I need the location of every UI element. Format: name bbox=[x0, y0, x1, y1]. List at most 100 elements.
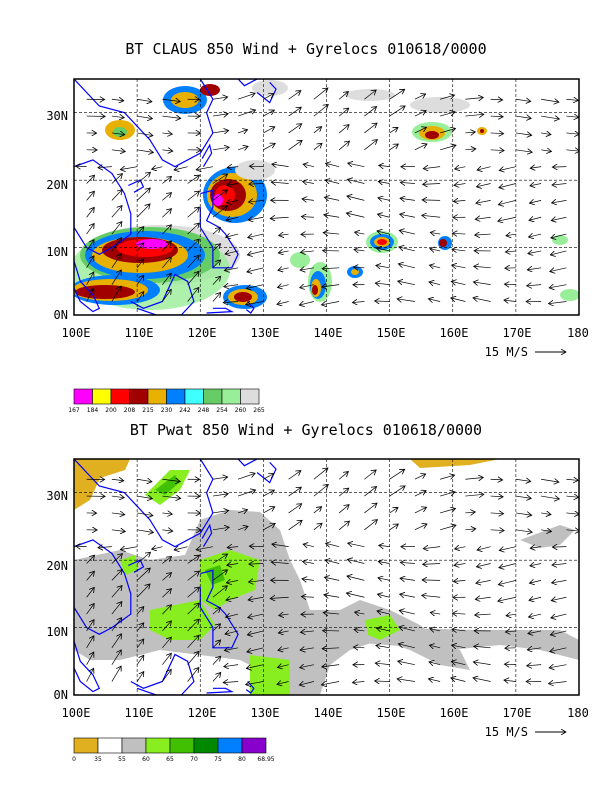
wind-vector bbox=[187, 239, 200, 252]
wind-vector bbox=[76, 166, 87, 167]
wind-vector bbox=[86, 223, 95, 235]
colorbar-tick-label: 75 bbox=[214, 756, 222, 763]
wind-vector bbox=[187, 287, 199, 302]
wind-vector bbox=[120, 167, 138, 170]
wind-vector bbox=[541, 99, 559, 102]
wind-vector bbox=[272, 544, 289, 547]
wind-vector bbox=[278, 631, 289, 633]
wind-vector bbox=[428, 679, 441, 682]
wind-vector bbox=[355, 232, 365, 234]
wind-vector bbox=[162, 289, 171, 302]
wind-vector bbox=[389, 106, 405, 117]
wind-vector bbox=[212, 672, 221, 682]
colorbar-tick-label: 184 bbox=[87, 407, 99, 414]
wind-vector bbox=[506, 614, 516, 616]
wind-vector bbox=[452, 233, 466, 234]
wind-vector bbox=[550, 250, 567, 255]
wind-vector bbox=[288, 107, 302, 117]
coastline bbox=[130, 653, 195, 695]
wind-vector bbox=[248, 234, 264, 237]
panel1-scale-label: 15 M/S bbox=[485, 345, 528, 359]
wind-vector bbox=[278, 648, 289, 651]
wind-vector bbox=[515, 479, 531, 481]
wind-vector bbox=[379, 545, 390, 546]
wind-vector bbox=[238, 146, 248, 149]
wind-vector bbox=[111, 116, 124, 118]
wind-vector bbox=[111, 570, 122, 581]
wind-vector bbox=[529, 200, 542, 203]
wind-vector bbox=[541, 496, 559, 499]
wind-vector bbox=[422, 580, 441, 581]
colorbar-swatch bbox=[184, 388, 204, 405]
wind-vector bbox=[212, 511, 229, 513]
wind-vector bbox=[504, 664, 516, 665]
wind-vector bbox=[375, 301, 390, 302]
wind-vector bbox=[325, 180, 340, 183]
wind-vector bbox=[86, 652, 94, 665]
wind-vector bbox=[475, 217, 491, 219]
wind-vector bbox=[212, 640, 221, 649]
wind-vector bbox=[86, 256, 94, 268]
wind-vector bbox=[454, 184, 466, 186]
wind-vector bbox=[440, 492, 455, 497]
wind-vector bbox=[321, 682, 340, 685]
wind-vector bbox=[111, 618, 122, 632]
wind-vector bbox=[86, 288, 94, 302]
coastline bbox=[206, 307, 235, 314]
wind-vector bbox=[246, 664, 264, 669]
panel2-lat-axis: 30N 20N 10N 0N bbox=[46, 489, 68, 702]
wind-vector bbox=[270, 597, 289, 598]
wind-vector bbox=[389, 486, 405, 497]
wind-vector bbox=[347, 196, 365, 201]
wind-vector bbox=[414, 127, 427, 134]
wind-vector bbox=[465, 477, 483, 479]
wind-vector bbox=[225, 251, 239, 254]
wind-vector bbox=[338, 108, 349, 117]
lat-label: 20N bbox=[46, 178, 68, 192]
wind-vector bbox=[249, 564, 264, 565]
wind-vector bbox=[451, 298, 466, 302]
wind-vector bbox=[174, 547, 188, 550]
wind-vector bbox=[490, 479, 503, 480]
wind-vector bbox=[238, 130, 247, 133]
wind-vector bbox=[551, 233, 567, 238]
lon-label: 130E bbox=[251, 706, 280, 720]
wind-vector bbox=[440, 95, 454, 100]
wind-vector bbox=[120, 547, 138, 550]
coastline bbox=[74, 539, 132, 635]
wind-vector bbox=[187, 271, 199, 285]
wind-vector bbox=[98, 547, 112, 548]
wind-vector bbox=[455, 167, 466, 169]
colorbar-tick-label: 208 bbox=[124, 407, 136, 414]
wind-vector bbox=[429, 282, 441, 285]
wind-vector bbox=[355, 612, 365, 614]
wind-vector bbox=[313, 143, 322, 151]
wind-vector bbox=[223, 302, 239, 303]
wind-vector bbox=[323, 613, 340, 615]
wind-vector bbox=[86, 587, 95, 598]
wind-vector bbox=[338, 488, 349, 497]
wind-vector bbox=[475, 614, 491, 615]
wind-vector bbox=[399, 230, 415, 234]
wind-vector bbox=[530, 547, 542, 549]
wind-vector bbox=[136, 584, 150, 598]
coastline bbox=[128, 179, 145, 193]
wind-vector bbox=[364, 470, 376, 480]
wind-vector bbox=[86, 668, 94, 682]
wind-vector bbox=[551, 597, 567, 600]
wind-vector bbox=[498, 216, 516, 221]
wind-vector bbox=[476, 580, 491, 583]
wind-vector bbox=[288, 487, 302, 497]
wind-vector bbox=[86, 240, 94, 252]
wind-vector bbox=[187, 603, 200, 615]
wind-vector bbox=[288, 504, 302, 514]
wind-vector bbox=[162, 589, 171, 598]
coastline bbox=[74, 79, 214, 168]
wind-vector bbox=[528, 631, 542, 634]
wind-vector bbox=[313, 468, 328, 480]
wind-vector bbox=[347, 576, 365, 581]
wind-vector bbox=[162, 496, 180, 498]
wind-vector bbox=[414, 491, 426, 497]
wind-vector bbox=[247, 267, 264, 272]
lon-label: 150E bbox=[377, 706, 406, 720]
